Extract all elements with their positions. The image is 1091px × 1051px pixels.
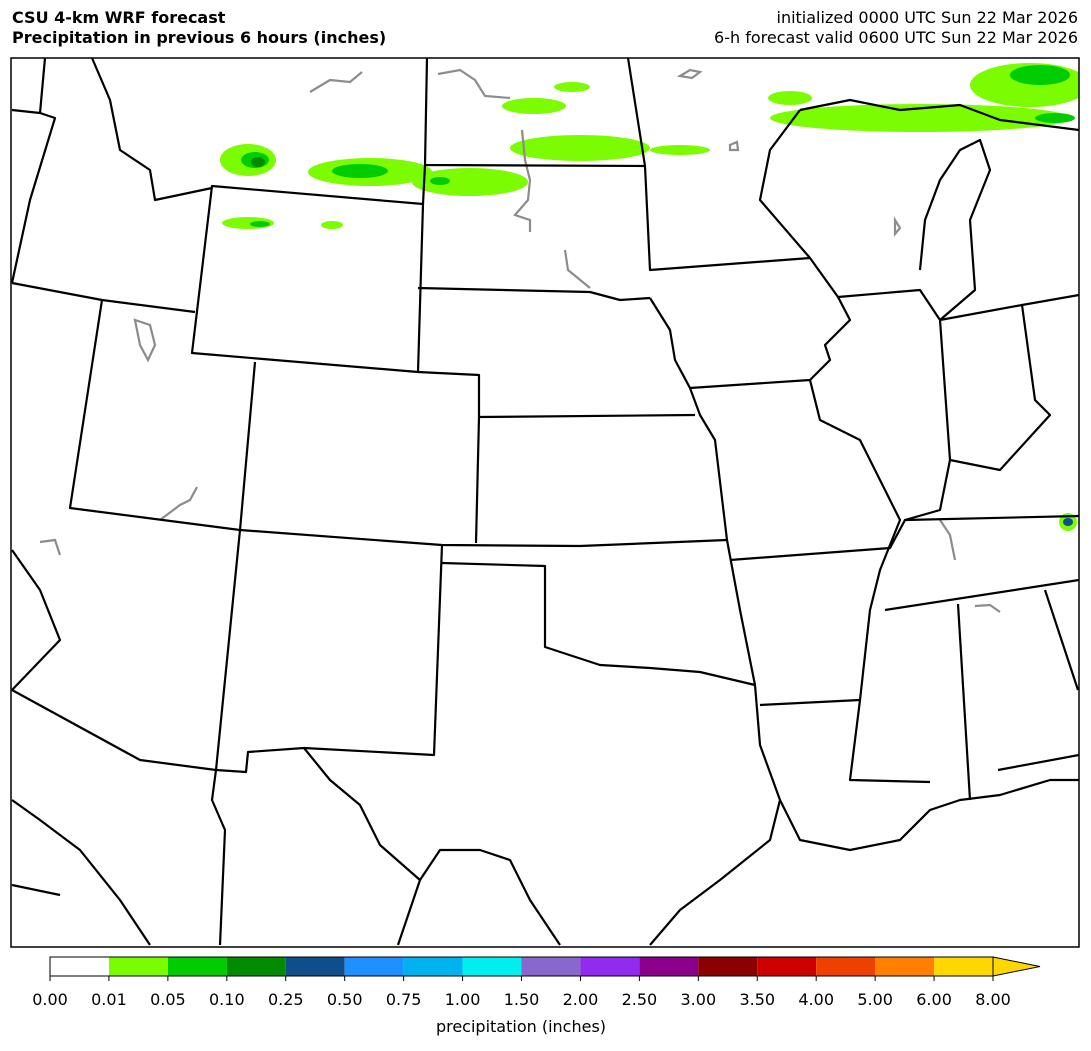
colorbar-tick-label: 6.00 [916, 990, 952, 1009]
colorbar-swatch [816, 957, 876, 976]
colorbar-label: precipitation (inches) [436, 1017, 606, 1036]
lakes [39, 68, 1001, 613]
colorbar-tick-label: 0.05 [150, 990, 186, 1009]
colorbar-swatch [344, 957, 404, 976]
colorbar-tick-label: 3.50 [739, 990, 775, 1009]
colorbar-tick-label: 3.00 [681, 990, 717, 1009]
colorbar-swatch [285, 957, 345, 976]
colorbar-swatch [934, 957, 993, 976]
colorbar-tick-label: 0.10 [209, 990, 245, 1009]
colorbar-swatch [639, 957, 699, 976]
colorbar-tick-label: 1.00 [445, 990, 481, 1009]
colorbar-swatch [875, 957, 935, 976]
colorbar-swatch [50, 957, 109, 976]
state-borders [11, 58, 1079, 946]
map-frame [10, 57, 1080, 948]
valid-time: 6-h forecast valid 0600 UTC Sun 22 Mar 2… [714, 28, 1078, 47]
colorbar-tick-label: 5.00 [857, 990, 893, 1009]
colorbar-tick-label: 0.00 [32, 990, 68, 1009]
colorbar-tick-label: 2.00 [563, 990, 599, 1009]
colorbar-swatch [580, 957, 640, 976]
colorbar-extension [992, 956, 1041, 977]
colorbar-swatch [462, 957, 522, 976]
colorbar-tick-label: 0.50 [327, 990, 363, 1009]
subtitle: Precipitation in previous 6 hours (inche… [12, 28, 386, 47]
colorbar-tick-label: 8.00 [975, 990, 1011, 1009]
colorbar-tick-label: 0.75 [386, 990, 422, 1009]
map [10, 57, 1080, 948]
colorbar-swatch [226, 957, 286, 976]
title: CSU 4-km WRF forecast [12, 8, 226, 27]
colorbar-swatch [167, 957, 227, 976]
colorbar-swatch [757, 957, 817, 976]
precip-areas [220, 63, 1079, 531]
init-time: initialized 0000 UTC Sun 22 Mar 2026 [777, 8, 1079, 27]
colorbar-tick-label: 1.50 [504, 990, 540, 1009]
colorbar-swatch [403, 957, 463, 976]
colorbar-swatch [108, 957, 168, 976]
colorbar: 0.00 0.01 0.05 0.10 0.25 0.50 0.75 1.00 1.50 2.00… [32, 956, 1041, 1009]
colorbar-tick-label: 0.25 [268, 990, 304, 1009]
colorbar-tick-label: 4.00 [798, 990, 834, 1009]
colorbar-tick-label: 2.50 [622, 990, 658, 1009]
colorbar-swatch [521, 957, 581, 976]
colorbar-tick-label: 0.01 [91, 990, 127, 1009]
colorbar-swatch [698, 957, 758, 976]
